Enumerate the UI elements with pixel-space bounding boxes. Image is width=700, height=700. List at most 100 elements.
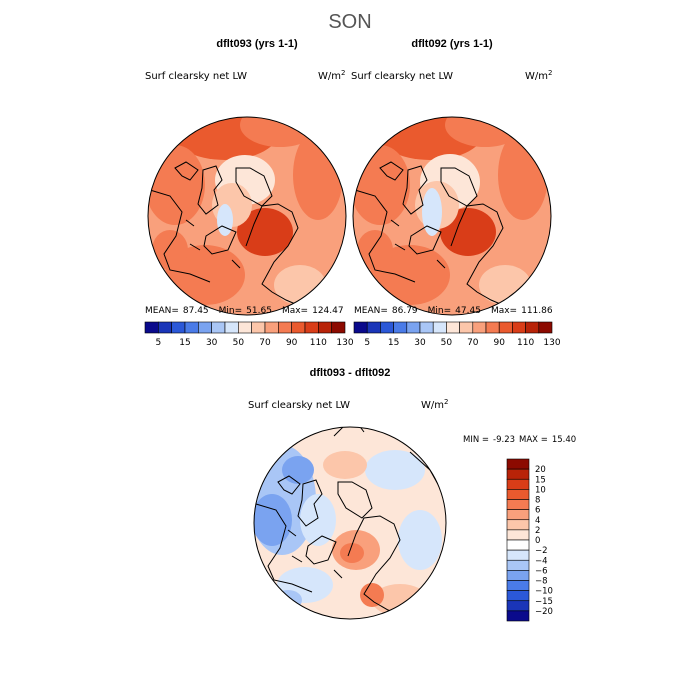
colorbar-tick-label: 0 [535,536,540,546]
map-outline [352,116,552,316]
colorbar-swatch [304,321,319,334]
field-label: Surf clearsky net LW [351,71,453,82]
colorbar-tick-label: −4 [535,556,548,566]
colorbar-tick-label: 20 [535,465,546,475]
colorbar-swatch [291,321,306,334]
colorbar-swatch [251,321,266,334]
map-field [148,117,346,315]
map-field [353,117,551,315]
colorbar-swatch [211,321,226,334]
colorbar-tick-label: −2 [535,546,548,556]
colorbar-tick-label: 15 [535,475,546,485]
colorbar-swatch [538,321,553,334]
colorbar-swatch [506,468,530,480]
colorbar-swatch [171,321,186,334]
colorbar-tick-label: 70 [259,338,271,348]
stats-line: MEAN= 87.45 Min= 51.65 Max= 124.47 [145,306,344,316]
colorbar-tick-label: 130 [543,338,560,348]
colorbar-tick-label: −10 [535,587,553,597]
panel-difference: dflt093 - dflt092 Surf clearsky net LW W… [248,367,576,622]
field-label: Surf clearsky net LW [145,71,247,82]
colorbar: 5 15 30 50 70 90 110 130 [144,321,354,348]
colorbar-tick-label: 8 [535,496,540,506]
colorbar-swatch [506,600,530,612]
colorbar-swatch [184,321,199,334]
colorbar-swatch [238,321,252,334]
colorbar-swatch [380,321,394,334]
colorbar-swatch [432,321,447,334]
colorbar-swatch [506,499,530,510]
colorbar-tick-label: 110 [517,338,534,348]
colorbar-swatch [506,478,530,490]
colorbar-tick-label: 70 [467,338,479,348]
colorbar-swatch [506,489,530,500]
colorbar-swatch [366,321,381,334]
colorbar-swatch [198,321,212,334]
colorbar-swatch [353,321,368,334]
colorbar-swatch [506,590,530,602]
colorbar-swatch [224,321,239,334]
map-outline [147,116,347,316]
colorbar-swatch [512,321,526,334]
colorbar-swatch [264,321,279,334]
colorbar: 5 15 30 50 70 90 110 130 [353,321,561,348]
colorbar-swatch [318,321,332,334]
panel-dflt093: dflt093 (yrs 1-1) Surf clearsky net LW W… [144,38,354,348]
stats-line: MEAN= 86.79 Min= 47.45 Max= 111.86 [354,306,553,316]
colorbar-swatch [485,321,500,334]
panel-title: dflt093 - dflt092 [310,367,391,379]
colorbar-tick-label: 90 [493,338,505,348]
colorbar-swatch [459,321,474,334]
colorbar-swatch [472,321,487,334]
colorbar-swatch [498,321,513,334]
panel-dflt092: dflt092 (yrs 1-1) Surf clearsky net LW W… [351,38,561,348]
colorbar-swatch [446,321,460,334]
colorbar-tick-label: 15 [388,338,399,348]
colorbar-swatch [506,519,530,531]
colorbar-swatch [144,321,159,334]
colorbar-swatch [506,539,530,551]
map-outline [253,426,447,620]
stats-line: MIN = -9.23 MAX = 15.40 [463,435,576,445]
colorbar-swatch [506,529,530,541]
units-label: W/m2 [525,69,552,82]
colorbar-swatch [506,549,530,561]
panel-title: dflt093 (yrs 1-1) [216,38,298,50]
colorbar-swatch [506,458,530,470]
page-title: SON [328,11,371,33]
colorbar-tick-label: 50 [233,338,245,348]
colorbar-swatch [158,321,172,334]
colorbar-swatch [419,321,434,334]
colorbar-tick-label: 110 [310,338,327,348]
colorbar-swatch [506,559,530,571]
colorbar-tick-label: 90 [286,338,298,348]
colorbar-tick-label: 5 [364,338,370,348]
colorbar-swatch [406,321,421,334]
colorbar-tick-label: 2 [535,526,540,536]
field-label: Surf clearsky net LW [248,400,350,411]
colorbar-swatch [393,321,408,334]
colorbar-swatch [506,580,530,591]
colorbar-swatch [278,321,292,334]
colorbar-tick-label: 10 [535,485,546,495]
colorbar-swatch [506,509,530,521]
colorbar-tick-label: 50 [441,338,453,348]
coastlines [255,427,441,615]
colorbar-swatch [331,321,346,334]
colorbar-swatch [525,321,540,334]
colorbar-tick-label: 5 [155,338,161,348]
colorbar-tick-label: −20 [535,607,553,617]
colorbar-tick-label: 4 [535,516,540,526]
colorbar-tick-label: 15 [179,338,190,348]
colorbar-tick-label: 30 [206,338,218,348]
colorbar-tick-label: 6 [535,506,540,516]
colorbar-swatch [506,610,530,622]
colorbar-swatch [506,570,530,581]
colorbar-tick-label: 130 [336,338,353,348]
colorbar-tick-label: −15 [535,597,553,607]
map-field [254,427,446,619]
units-label: W/m2 [421,398,448,411]
colorbar-tick-label: 30 [414,338,426,348]
